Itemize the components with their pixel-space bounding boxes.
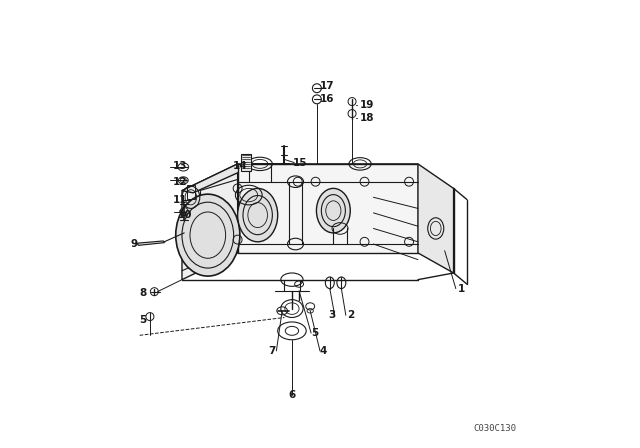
Text: 7: 7	[268, 346, 275, 356]
Text: 9: 9	[131, 239, 138, 249]
Text: 6: 6	[289, 390, 296, 401]
Polygon shape	[237, 164, 418, 253]
Text: 8: 8	[140, 288, 147, 298]
Ellipse shape	[176, 194, 240, 276]
Polygon shape	[182, 164, 418, 193]
Ellipse shape	[237, 188, 278, 242]
Text: 13: 13	[173, 161, 188, 171]
Polygon shape	[418, 164, 454, 273]
Text: 10: 10	[177, 210, 192, 220]
Text: 11: 11	[173, 194, 188, 205]
Text: 14: 14	[233, 161, 248, 171]
Text: 1: 1	[458, 284, 465, 293]
Bar	[241, 154, 251, 172]
Polygon shape	[138, 241, 164, 246]
Ellipse shape	[316, 188, 350, 233]
Text: 19: 19	[360, 100, 374, 110]
Text: 15: 15	[293, 158, 308, 168]
Text: 16: 16	[320, 95, 335, 104]
Text: C030C130: C030C130	[473, 424, 516, 433]
Text: 17: 17	[320, 81, 335, 91]
Polygon shape	[182, 164, 237, 280]
Text: 3: 3	[328, 310, 335, 320]
Text: 12: 12	[173, 177, 188, 187]
Bar	[188, 185, 195, 199]
Text: 5: 5	[311, 328, 318, 338]
Text: 4: 4	[320, 346, 328, 356]
Text: 5: 5	[140, 315, 147, 325]
Text: 18: 18	[360, 113, 374, 123]
Text: 2: 2	[347, 310, 354, 320]
